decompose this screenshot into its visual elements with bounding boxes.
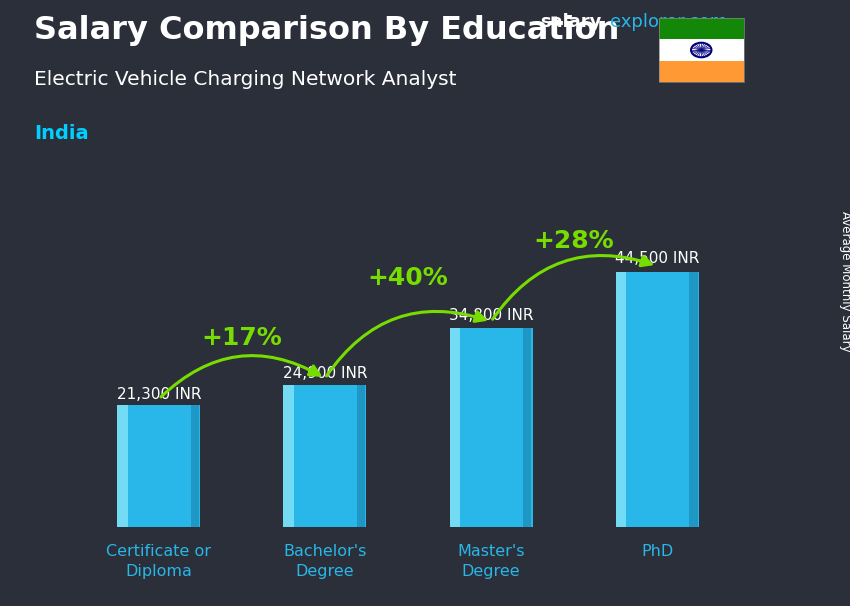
Bar	[117, 405, 128, 527]
Text: 21,300 INR: 21,300 INR	[116, 387, 201, 402]
Text: +17%: +17%	[201, 326, 282, 350]
Text: 44,500 INR: 44,500 INR	[615, 251, 700, 266]
Bar	[450, 328, 461, 527]
Text: explorer.com: explorer.com	[610, 13, 728, 32]
Bar	[615, 272, 699, 527]
Text: Salary Comparison By Education: Salary Comparison By Education	[34, 15, 620, 46]
Text: India: India	[34, 124, 88, 143]
Bar	[117, 405, 201, 527]
Bar	[523, 328, 531, 527]
Text: salary: salary	[540, 13, 601, 32]
Bar	[190, 405, 200, 527]
Bar	[283, 385, 366, 527]
Text: +28%: +28%	[534, 228, 615, 253]
Text: +40%: +40%	[367, 266, 448, 290]
Bar	[450, 328, 533, 527]
Text: Electric Vehicle Charging Network Analyst: Electric Vehicle Charging Network Analys…	[34, 70, 456, 88]
Text: 24,900 INR: 24,900 INR	[283, 366, 367, 381]
Text: 34,800 INR: 34,800 INR	[449, 308, 533, 323]
Bar	[615, 272, 626, 527]
Bar	[688, 272, 698, 527]
Text: Average Monthly Salary: Average Monthly Salary	[839, 211, 850, 351]
Bar	[283, 385, 294, 527]
Bar	[357, 385, 366, 527]
